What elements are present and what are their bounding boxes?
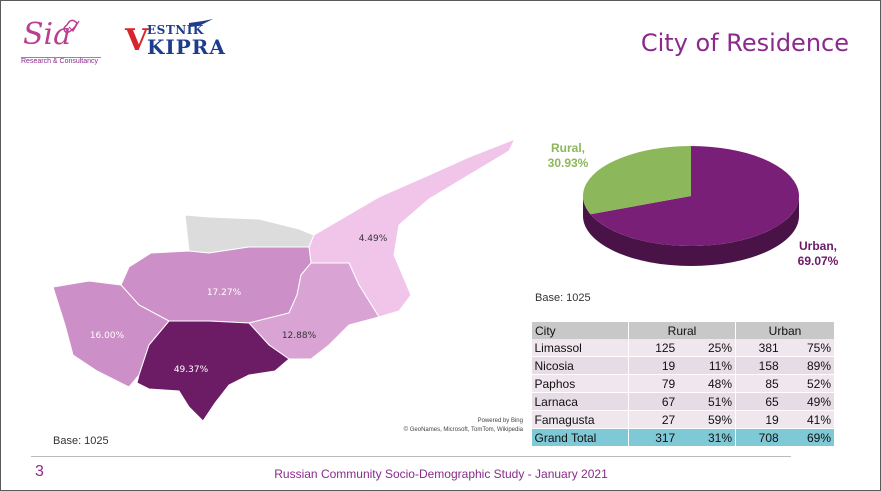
- table-cell-rural-count: 79: [628, 374, 679, 393]
- table-row: Nicosia 19 11% 158 89%: [531, 356, 834, 375]
- table-cell-urban-pct: 75%: [781, 339, 834, 357]
- table-cell-urban-count: 19: [734, 410, 782, 429]
- sia-logo-divider: [21, 57, 101, 58]
- pie-3d-group: [583, 146, 799, 266]
- cyprus-map: 4.49% 17.27% 16.00% 12.88% 49.37%: [52, 138, 517, 422]
- map-label-nicosia: 17.27%: [207, 288, 242, 298]
- table-cell-rural-pct: 11%: [678, 356, 736, 375]
- table-total-urban-pct: 69%: [781, 428, 834, 446]
- table-cell-urban-count: 65: [734, 392, 782, 411]
- table-cell-rural-count: 125: [628, 339, 679, 357]
- table-cell-rural-count: 19: [628, 356, 679, 375]
- map-powered-by: Powered by Bing: [477, 418, 523, 424]
- pie-label-rural-value: 30.93%: [547, 156, 589, 170]
- map-label-larnaca: 12.88%: [282, 331, 317, 341]
- vestnik-cyprus-icon: [189, 19, 213, 27]
- pie-chart: [583, 146, 799, 266]
- table-row: Paphos 79 48% 85 52%: [531, 374, 834, 393]
- map-region-larnaca: [248, 262, 380, 360]
- table-cell-urban-pct: 49%: [781, 392, 834, 411]
- table-header-row: City Rural Urban: [531, 322, 834, 339]
- table-row: Larnaca 67 51% 65 49%: [531, 392, 834, 411]
- table-cell-rural-pct: 51%: [678, 392, 736, 411]
- page-number: 3: [35, 463, 44, 480]
- table-header-city: City: [531, 322, 629, 339]
- footer-divider: [31, 456, 791, 457]
- table-total-urban-count: 708: [734, 428, 782, 446]
- pie-slice-urban: [590, 146, 799, 246]
- table-cell-city: Paphos: [531, 374, 629, 393]
- city-table: City Rural Urban Limassol 125 25% 381 75% Nic…: [531, 322, 834, 446]
- sia-logo-text: Sia: [23, 17, 72, 52]
- table-cell-city: Limassol: [531, 339, 629, 357]
- map-region-limassol: [136, 320, 290, 422]
- table-cell-urban-pct: 41%: [781, 410, 834, 429]
- table-cell-city: Larnaca: [531, 392, 629, 411]
- table-cell-city: Famagusta: [531, 410, 629, 429]
- table-total-rural-count: 317: [628, 428, 679, 446]
- sia-logo-subtitle: Research & Consultancy: [21, 58, 99, 65]
- map-attribution: © GeoNames, Microsoft, TomTom, Wikipedia: [403, 427, 523, 433]
- table-row: Limassol 125 25% 381 75%: [531, 339, 834, 357]
- map-label-limassol: 49.37%: [174, 365, 209, 375]
- pie-label-urban: Urban, 69.07%: [789, 239, 847, 269]
- map-label-famagusta: 4.49%: [359, 234, 388, 244]
- table-cell-rural-pct: 59%: [678, 410, 736, 429]
- table-cell-urban-pct: 52%: [781, 374, 834, 393]
- vestnik-logo-top: ESTNIK: [147, 23, 204, 37]
- table-cell-city: Nicosia: [531, 356, 629, 375]
- table-header-rural: Rural: [628, 322, 736, 339]
- table-total-row: Grand Total 317 31% 708 69%: [531, 428, 834, 446]
- table-cell-urban-count: 158: [734, 356, 782, 375]
- footer-text: Russian Community Socio-Demographic Stud…: [274, 467, 608, 481]
- table-cell-urban-count: 381: [734, 339, 782, 357]
- table-total-rural-pct: 31%: [678, 428, 736, 446]
- pie-base-label: Base: 1025: [535, 292, 591, 304]
- pie-label-rural-name: Rural,: [550, 141, 585, 155]
- pie-label-urban-value: 69.07%: [797, 254, 839, 268]
- table-cell-rural-pct: 48%: [678, 374, 736, 393]
- table-cell-urban-count: 85: [734, 374, 782, 393]
- table-row: Famagusta 27 59% 19 41%: [531, 410, 834, 429]
- table-body: Limassol 125 25% 381 75% Nicosia 19 11% 158 89% Pa…: [531, 339, 834, 429]
- vestnik-logo-v: V: [125, 23, 149, 58]
- table-cell-urban-pct: 89%: [781, 356, 834, 375]
- pie-side-urban: [583, 196, 799, 266]
- map-label-paphos: 16.00%: [90, 331, 125, 341]
- vestnik-logo-bottom: KIPRA: [147, 35, 226, 59]
- table-total-label: Grand Total: [531, 428, 629, 446]
- table-cell-rural-count: 27: [628, 410, 679, 429]
- pie-label-rural: Rural, 30.93%: [539, 141, 597, 171]
- table-cell-rural-pct: 25%: [678, 339, 736, 357]
- pie-label-urban-name: Urban,: [798, 239, 837, 253]
- table-header-urban: Urban: [735, 322, 834, 339]
- map-base-label: Base: 1025: [53, 435, 109, 447]
- table-cell-rural-count: 67: [628, 392, 679, 411]
- page-title: City of Residence: [640, 29, 849, 57]
- sia-logo-icon: [63, 19, 80, 34]
- pie-slice-rural: [583, 146, 691, 215]
